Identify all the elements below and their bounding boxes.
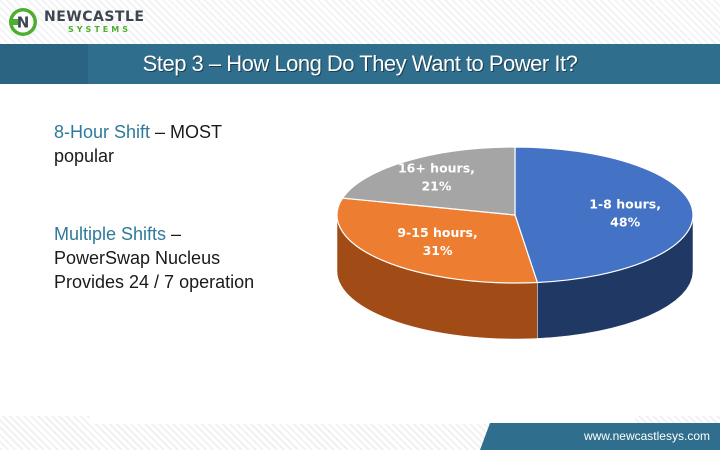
- logo-name: NEWCASTLE: [44, 9, 145, 25]
- highlight-eight-hour-shift: 8-Hour Shift: [54, 122, 151, 142]
- footer-white-strip: [90, 416, 635, 424]
- pie-slice-16-hours[interactable]: [341, 146, 516, 216]
- text-line: popular: [54, 146, 115, 166]
- text-fragment: –: [166, 224, 182, 244]
- pie-label-9-15-hours: 9-15 hours,: [397, 225, 477, 240]
- text-line: Multiple Shifts –: [54, 222, 254, 246]
- footer-url[interactable]: www.newcastlesys.com: [583, 429, 710, 443]
- text-line: PowerSwap Nucleus: [54, 248, 221, 268]
- pie-value-16-hours: 21%: [421, 178, 451, 193]
- pie-value-9-15-hours: 31%: [423, 243, 453, 258]
- slide-title: Step 3 – How Long Do They Want to Power …: [142, 51, 578, 76]
- header-band: [0, 0, 720, 44]
- pie-label-16-hours: 16+ hours,: [398, 160, 475, 175]
- text-line: 8-Hour Shift – MOST: [54, 120, 222, 144]
- footer-url-bar: [480, 423, 720, 450]
- logo-mark-icon: N: [9, 8, 37, 36]
- pie-slice-1-8-hours[interactable]: [514, 146, 694, 284]
- text-block-multiple-shifts: Multiple Shifts – PowerSwap Nucleus Prov…: [54, 222, 254, 294]
- text-fragment: – MOST: [150, 122, 223, 142]
- pie-value-1-8-hours: 48%: [610, 214, 640, 229]
- highlight-multiple-shifts: Multiple Shifts: [54, 224, 167, 244]
- title-bar-accent: [0, 44, 88, 84]
- logo-subtitle: SYSTEMS: [68, 25, 131, 34]
- company-logo[interactable]: N NEWCASTLE SYSTEMS: [8, 6, 144, 38]
- logo-letter: N: [17, 14, 30, 32]
- text-block-eight-hour: 8-Hour Shift – MOST popular: [54, 120, 222, 168]
- pie-chart: 1-8 hours, 48% 9-15 hours, 31% 16+ hours, 21%: [336, 146, 694, 340]
- title-bar: Step 3 – How Long Do They Want to Power …: [0, 44, 720, 84]
- pie-label-1-8-hours: 1-8 hours,: [589, 196, 661, 211]
- text-line: Provides 24 / 7 operation: [54, 272, 255, 292]
- pie-slice-9-15-hours[interactable]: [336, 197, 539, 284]
- logo-wordmark: NEWCASTLE SYSTEMS: [44, 10, 144, 34]
